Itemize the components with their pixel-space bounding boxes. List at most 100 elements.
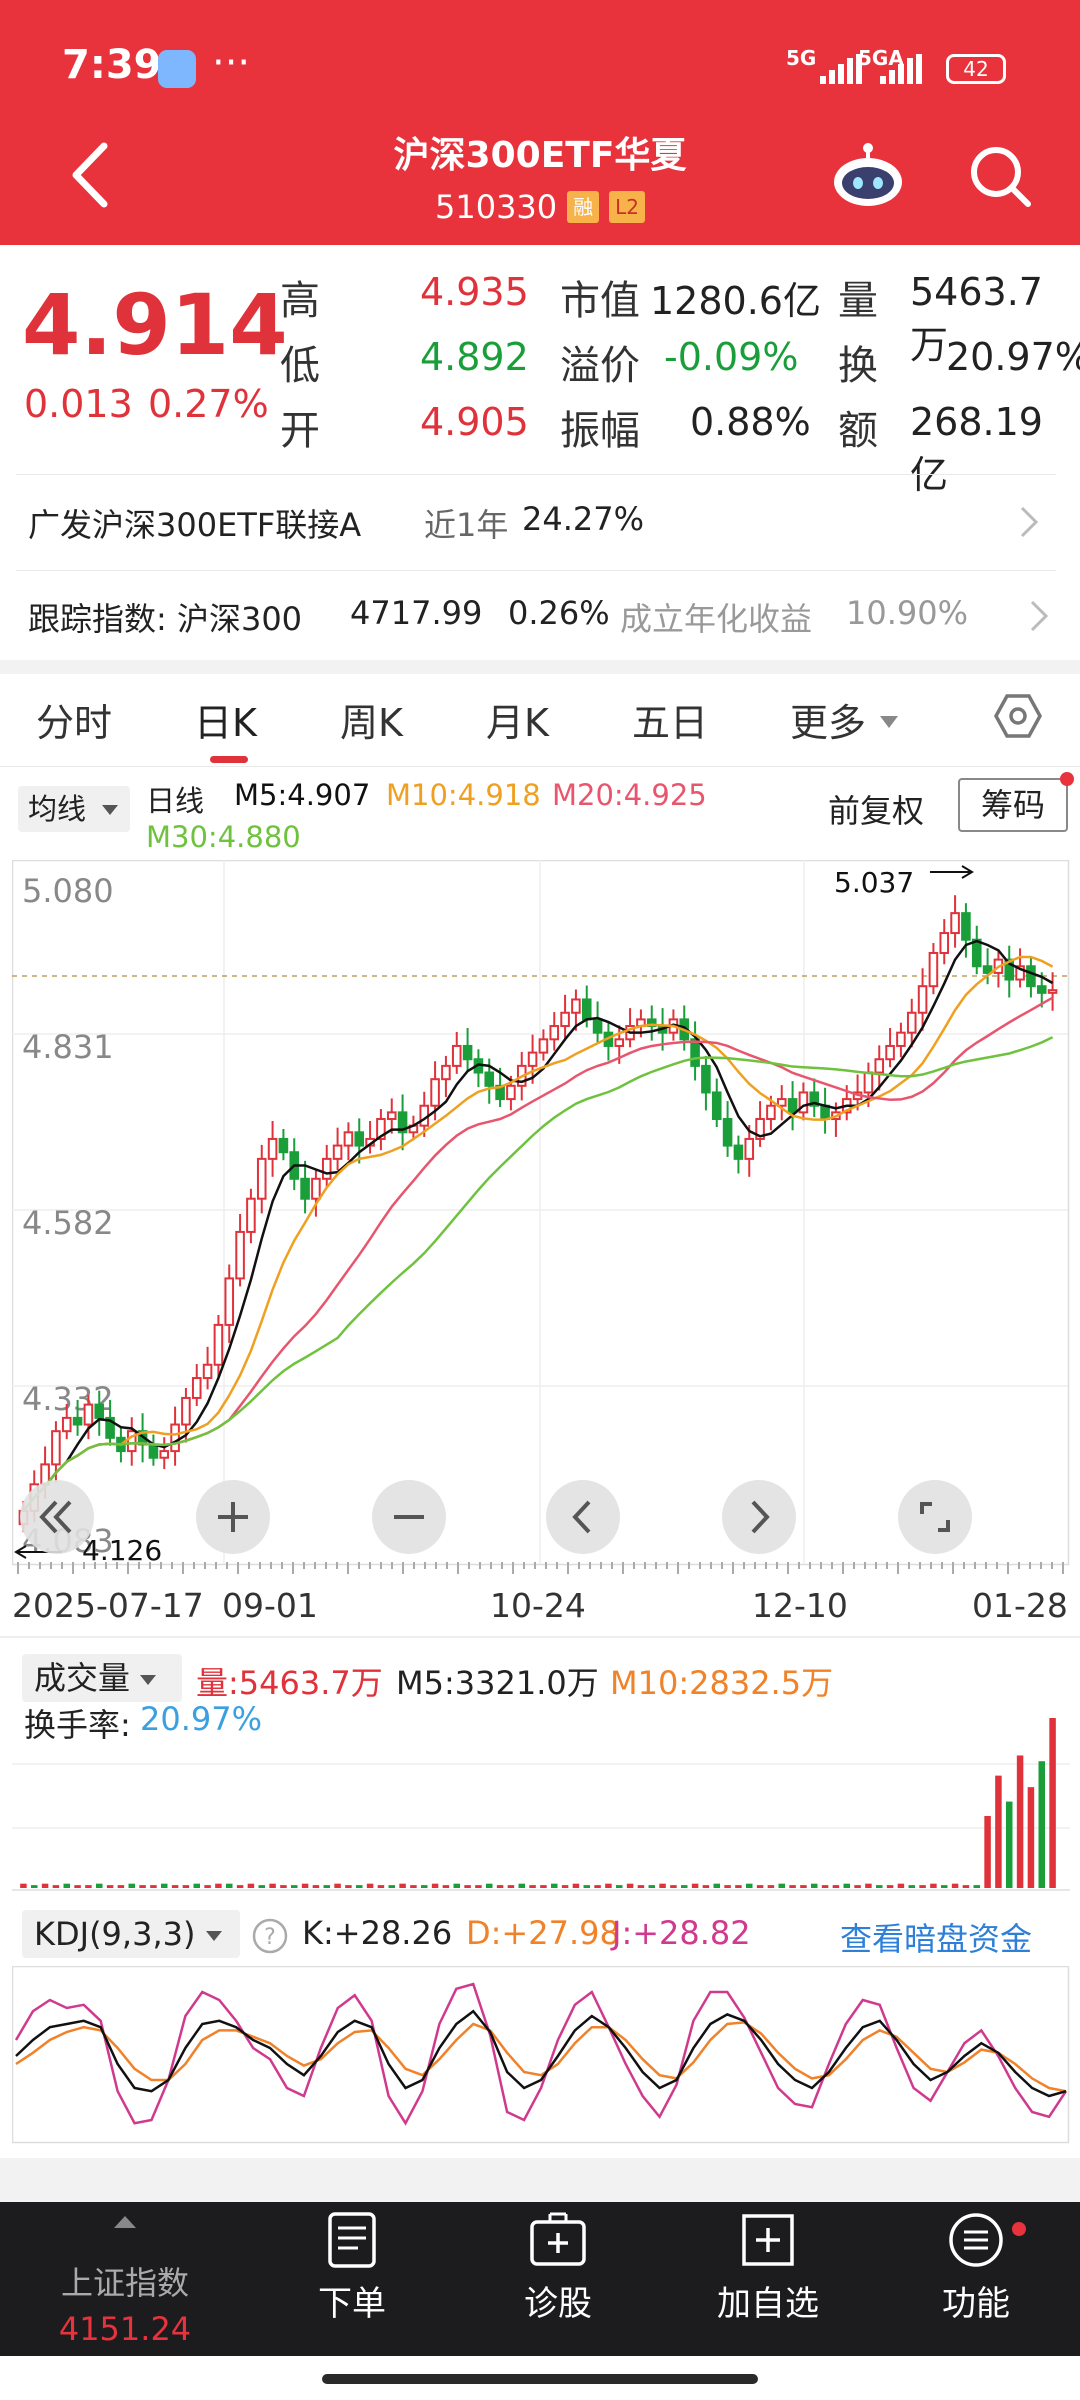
kdj-j-line [14,1982,1068,2126]
tab-monthly-k[interactable]: 月K [486,701,549,745]
nav-order[interactable]: 下单 [252,2210,452,2325]
timeline-scrubber[interactable] [12,1560,1070,1576]
volume-bar [464,1885,471,1888]
ma-lines-group [22,939,1054,1512]
ma-dropdown[interactable]: 均线 [18,786,130,832]
zoom-in-button[interactable] [196,1480,270,1554]
y-tick-label: 4.582 [22,1204,114,1242]
candle-body [51,1430,61,1466]
volume-bar [161,1883,168,1888]
volume-bar [648,1885,655,1888]
zoom-out-button[interactable] [372,1480,446,1554]
kdj-indicator-dropdown[interactable]: KDJ(9,3,3) [22,1910,240,1958]
candle-body [581,998,592,1021]
nav-functions[interactable]: 功能 [876,2210,1076,2325]
current-price: 4.914 [22,276,288,374]
tab-daily-k[interactable]: 日K [194,701,257,745]
candle-body [950,912,960,935]
volume-bar [150,1885,157,1888]
volume-bar [334,1883,341,1888]
candle-body [181,1396,191,1426]
candle-body [506,1084,516,1101]
hidden-fund-link[interactable]: 查看暗盘资金 [840,1920,1033,1958]
volume-bar [269,1883,276,1888]
section-gap [0,2158,1080,2202]
volume-chart[interactable] [12,1640,1070,1892]
max-price-annotation: 5.037 [834,866,914,899]
caret-down-icon [205,1931,222,1941]
ma-dropdown-label: 均线 [28,792,87,826]
open-label: 开 [280,408,320,454]
volume-bar [236,1885,244,1888]
amplitude-label: 振幅 [560,408,640,454]
caret-up-icon [114,2216,136,2228]
signal-icon-2 [880,54,922,84]
volume-bar [226,1883,233,1888]
volume-bar [1038,1761,1045,1888]
volume-bar [724,1885,731,1888]
volume-current: 量:5463.7万 [196,1664,383,1702]
bottom-navigation [0,2202,1080,2356]
back-arrow-icon[interactable] [60,140,120,210]
price-change: 0.013 [24,382,133,426]
volume-bar [193,1883,200,1888]
scroll-right-button[interactable] [722,1480,796,1554]
volume-bars-group [20,1718,1056,1888]
fullscreen-button[interactable] [898,1480,972,1554]
adjust-type[interactable]: 前复权 [828,792,925,830]
kline-chart[interactable]: 5.080 4.831 4.582 4.332 4.083 5.037 4.12… [12,860,1070,1566]
chart-settings-icon[interactable] [994,692,1042,740]
caret-down-icon [880,716,899,728]
price-change-pct: 0.27% [148,382,269,426]
stock-code: 510330 [434,188,558,226]
volume-bar [832,1885,840,1888]
volume-bar [139,1885,146,1888]
chip-distribution-button[interactable]: 筹码 [958,778,1068,832]
market-cap-label: 市值 [560,278,640,324]
candle-body [1015,965,1025,981]
double-chevron-left-icon [39,1500,72,1534]
kdj-chart[interactable] [12,1966,1070,2144]
tab-intraday[interactable]: 分时 [36,701,113,745]
turnover-label: 换 [838,343,878,389]
candle-body [462,1044,473,1061]
x-date-label: 01-28 [972,1586,1068,1625]
volume-bar [691,1883,699,1888]
tab-five-day[interactable]: 五日 [632,701,709,745]
volume-bar [41,1883,49,1888]
nav-add-watchlist-label: 加自选 [717,2284,819,2324]
scroll-to-start-button[interactable] [20,1480,94,1554]
nav-add-watchlist[interactable]: 加自选 [668,2210,868,2325]
functions-menu-icon [949,2213,1003,2267]
volume-indicator-dropdown[interactable]: 成交量 [22,1654,182,1702]
chevron-left-icon [572,1500,591,1534]
tab-more[interactable]: 更多 [790,692,900,747]
search-icon[interactable] [968,144,1032,208]
volume-bar [421,1885,428,1888]
scroll-left-button[interactable] [546,1480,620,1554]
low-value: 4.892 [420,335,529,379]
volume-bar [540,1885,547,1888]
robot-assistant-icon[interactable] [832,142,904,208]
volume-bar [811,1883,818,1888]
candle-body [798,1091,809,1114]
amount-value: 268.19亿 [910,400,1043,497]
status-time: 7:39 [62,42,162,88]
index-ticker-button[interactable]: 上证指数 4151.24 [0,2206,250,2356]
battery-icon: 42 [946,54,1006,84]
svg-text:?: ? [264,1925,276,1950]
tracking-index-label: 跟踪指数: 沪深300 [28,600,303,638]
tab-weekly-k[interactable]: 周K [340,701,403,745]
tracking-index-value: 4717.99 [350,594,483,632]
help-icon[interactable]: ? [252,1918,288,1954]
nav-diagnose[interactable]: 诊股 [458,2210,658,2325]
volume-value: 5463.7万 [910,270,1043,367]
candle-body [256,1157,267,1200]
volume-bar [399,1883,406,1888]
linked-fund-name: 广发沪深300ETF联接A [28,506,362,544]
annual-return-value: 10.90% [846,594,969,632]
tracking-index-pct: 0.26% [508,594,610,632]
volume-bar [735,1885,742,1888]
candle-body [787,1098,798,1114]
kdj-lines-group [14,1982,1068,2126]
